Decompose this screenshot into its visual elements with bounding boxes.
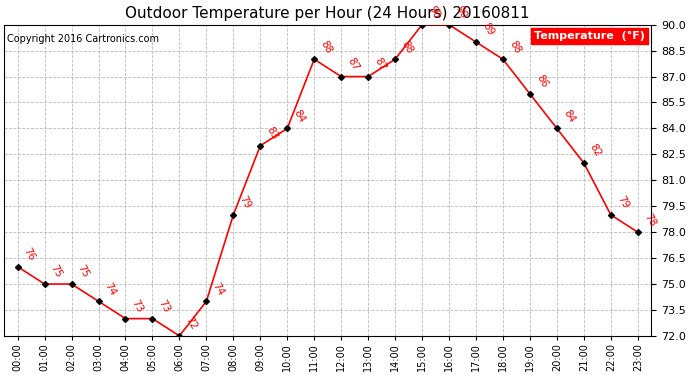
Text: 90: 90 [453,4,469,21]
Text: 76: 76 [22,246,37,262]
Text: 87: 87 [346,56,361,72]
Text: 74: 74 [210,280,226,297]
Text: Copyright 2016 Cartronics.com: Copyright 2016 Cartronics.com [8,34,159,44]
Text: 75: 75 [49,263,64,280]
Text: 88: 88 [507,39,522,55]
Text: Temperature  (°F): Temperature (°F) [534,31,644,41]
Text: 84: 84 [561,108,576,124]
Text: 73: 73 [130,298,145,314]
Text: 79: 79 [237,194,253,211]
Title: Outdoor Temperature per Hour (24 Hours) 20160811: Outdoor Temperature per Hour (24 Hours) … [126,6,530,21]
Text: 78: 78 [642,211,657,228]
Text: 74: 74 [103,280,118,297]
Text: 87: 87 [373,56,388,72]
Text: 88: 88 [400,39,415,55]
Text: 75: 75 [76,263,91,280]
Text: 86: 86 [534,73,549,90]
Text: 89: 89 [480,21,495,38]
Text: 72: 72 [184,315,199,332]
Text: 79: 79 [615,194,630,211]
Text: 73: 73 [157,298,172,314]
Text: 84: 84 [291,108,307,124]
Text: 83: 83 [264,125,279,141]
Text: 88: 88 [318,39,334,55]
Text: 82: 82 [588,142,603,159]
Text: 90: 90 [426,4,442,21]
